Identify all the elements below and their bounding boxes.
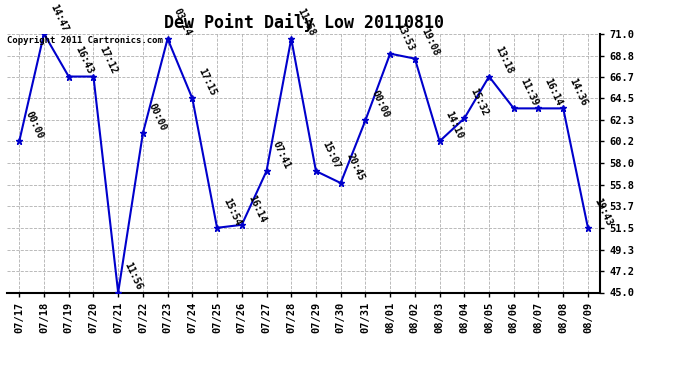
Text: 20:45: 20:45 <box>345 152 366 182</box>
Text: 16:14: 16:14 <box>246 193 268 224</box>
Text: 00:00: 00:00 <box>23 110 45 141</box>
Text: 14:10: 14:10 <box>444 110 465 141</box>
Text: 16:14: 16:14 <box>542 77 564 108</box>
Text: 15:32: 15:32 <box>469 87 490 118</box>
Text: 14:36: 14:36 <box>567 77 589 108</box>
Title: Dew Point Daily Low 20110810: Dew Point Daily Low 20110810 <box>164 13 444 32</box>
Text: 00:00: 00:00 <box>370 89 391 120</box>
Text: 13:53: 13:53 <box>394 22 416 53</box>
Text: 19:43: 19:43 <box>592 196 613 227</box>
Text: 17:12: 17:12 <box>97 45 119 76</box>
Text: 17:15: 17:15 <box>197 67 218 98</box>
Text: 07:41: 07:41 <box>270 140 292 170</box>
Text: 11:56: 11:56 <box>122 261 144 292</box>
Text: 19:08: 19:08 <box>419 27 440 58</box>
Text: 00:00: 00:00 <box>147 102 168 132</box>
Text: 11:58: 11:58 <box>295 7 317 38</box>
Text: 16:43: 16:43 <box>73 45 95 76</box>
Text: 15:07: 15:07 <box>320 140 342 170</box>
Text: 13:18: 13:18 <box>493 45 515 76</box>
Text: 11:39: 11:39 <box>518 77 540 108</box>
Text: 03:24: 03:24 <box>172 7 193 38</box>
Text: Copyright 2011 Cartronics.com: Copyright 2011 Cartronics.com <box>8 36 164 45</box>
Text: 15:54: 15:54 <box>221 196 243 227</box>
Text: 14:47: 14:47 <box>48 2 70 33</box>
